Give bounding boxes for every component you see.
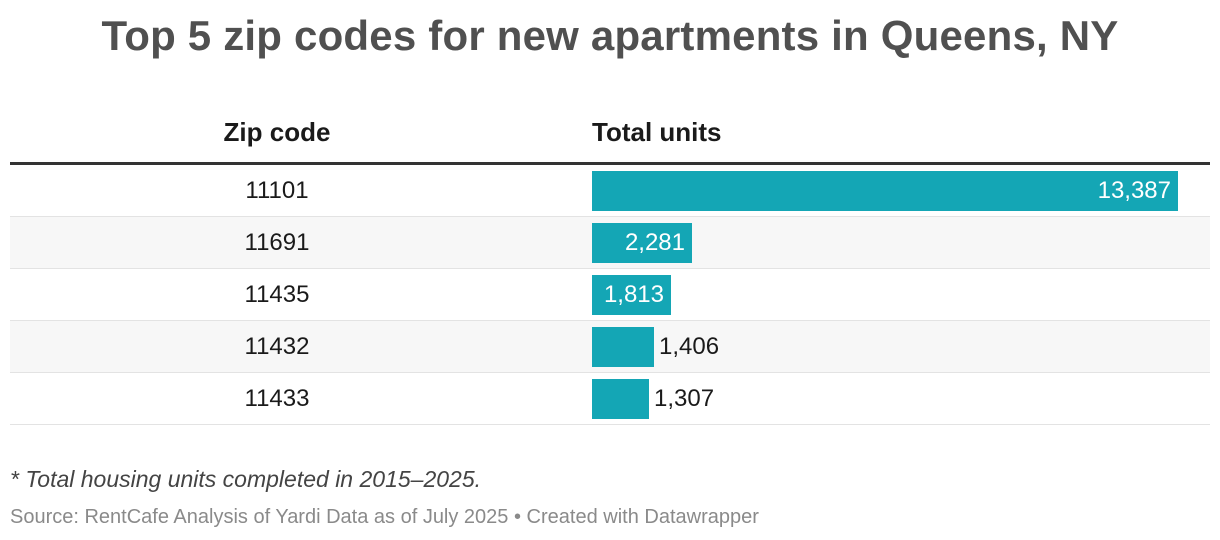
zip-code-column-header[interactable]: Zip code [223,117,331,147]
bar-track: 13,387 [592,171,1178,211]
zip-code-cell: 11433 [244,385,310,412]
table-header: Zip code Total units [10,104,1210,165]
bar [592,275,671,315]
zip-code-cell: 11101 [245,177,309,204]
zip-code-cell: 11432 [244,333,310,360]
bar [592,171,1178,211]
zip-code-cell: 11435 [244,281,310,308]
bar [592,379,649,419]
bar-track: 1,813 [592,275,1178,315]
bar-value-label: 1,406 [659,333,720,360]
chart-title: Top 5 zip codes for new apartments in Qu… [101,12,1119,59]
table-row: 11432 1,406 [10,321,1210,373]
table-body: 11101 13,387 11691 2,281 11435 1,813 11432 1,40… [10,165,1210,425]
table-row: 11433 1,307 [10,373,1210,425]
table-row: 11691 2,281 [10,217,1210,269]
bar [592,223,692,263]
zip-code-cell: 11691 [244,229,310,256]
table-row: 11435 1,813 [10,269,1210,321]
footnote: * Total housing units completed in 2015–… [10,466,481,492]
bar-value-label: 1,813 [603,281,664,308]
bar-value-label: 2,281 [624,229,685,256]
bar-track: 1,307 [592,379,1178,419]
total-units-column-header[interactable]: Total units [592,117,722,147]
bar-table: Zip code Total units 11101 13,387 11691 2,2… [10,104,1210,425]
bar-track: 1,406 [592,327,1178,367]
bar-value-label: 1,307 [654,385,715,412]
bar-track: 2,281 [592,223,1178,263]
bar-value-label: 13,387 [1097,177,1171,204]
bar [592,327,654,367]
table-row: 11101 13,387 [10,165,1210,217]
source-credit: Source: RentCafe Analysis of Yardi Data … [10,506,759,528]
